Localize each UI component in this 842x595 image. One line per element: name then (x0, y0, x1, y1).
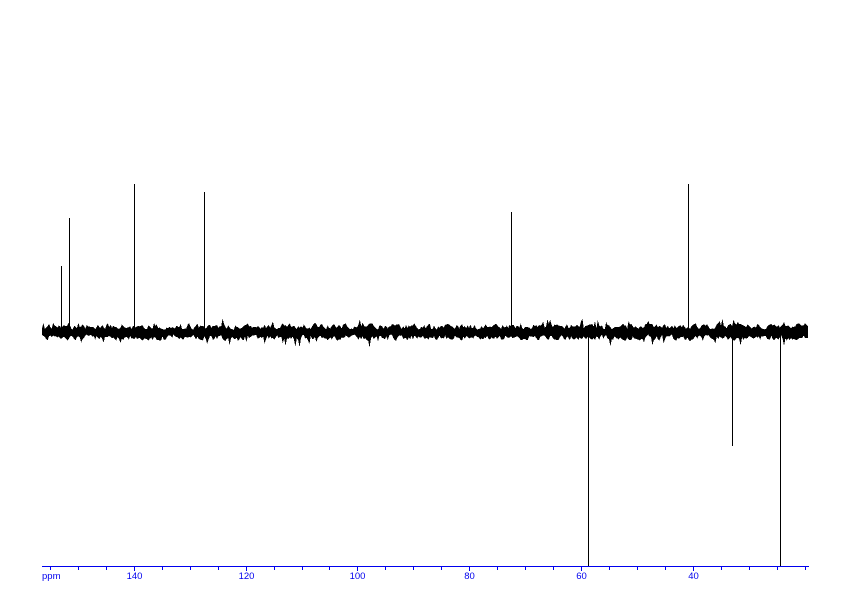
svg-text:80: 80 (464, 571, 475, 582)
svg-text:140: 140 (127, 571, 143, 582)
svg-text:120: 120 (239, 571, 255, 582)
svg-text:100: 100 (350, 571, 366, 582)
svg-text:40: 40 (688, 571, 699, 582)
svg-text:ppm: ppm (42, 571, 61, 582)
svg-text:60: 60 (576, 571, 587, 582)
